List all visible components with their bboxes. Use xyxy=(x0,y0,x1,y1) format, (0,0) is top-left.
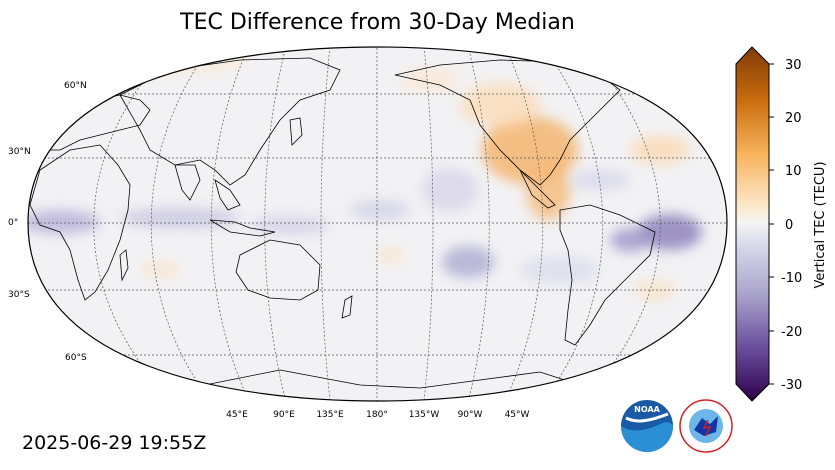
cbar-tick-10: 10 xyxy=(785,164,802,179)
lat-label-0: 0° xyxy=(8,218,18,228)
noaa-logo-text: NOAA xyxy=(634,405,660,414)
lon-label-90e: 90°E xyxy=(273,410,295,420)
cbar-tick-neg30: -30 xyxy=(781,378,802,393)
cbar-tick-0: 0 xyxy=(785,218,793,233)
agency-logos: NOAA xyxy=(621,399,733,453)
cbar-tick-20: 20 xyxy=(785,111,802,126)
cbar-tick-30: 30 xyxy=(785,58,802,73)
cbar-tick-neg20: -20 xyxy=(781,325,802,340)
noaa-logo: NOAA xyxy=(621,400,673,452)
lat-label-60s: 60°S xyxy=(65,353,87,363)
map-field xyxy=(28,47,727,401)
lon-label-135w: 135°W xyxy=(409,410,440,420)
lat-label-30s: 30°S xyxy=(8,290,30,300)
map-title: TEC Difference from 30-Day Median xyxy=(180,10,575,35)
timestamp: 2025-06-29 19:55Z xyxy=(22,432,207,454)
cbar-tick-neg10: -10 xyxy=(781,271,802,286)
graticule xyxy=(28,47,727,401)
lon-label-45e: 45°E xyxy=(226,410,248,420)
colorbar-label: Vertical TEC (TECU) xyxy=(813,161,828,288)
map-boundary xyxy=(27,46,728,402)
latitude-labels: 60°N 30°N 0° 30°S 60°S xyxy=(8,81,87,363)
lat-label-60n: 60°N xyxy=(64,81,87,91)
lat-label-30n: 30°N xyxy=(8,147,31,157)
lon-label-45w: 45°W xyxy=(505,410,530,420)
colorbar: 30 20 10 0 -10 -20 -30 Vertical TEC (TEC… xyxy=(735,46,828,402)
nws-logo xyxy=(679,399,733,453)
lon-label-90w: 90°W xyxy=(458,410,483,420)
longitude-labels: 45°E 90°E 135°E 180° 135°W 90°W 45°W xyxy=(226,410,529,420)
lon-label-180: 180° xyxy=(366,410,388,420)
lon-label-135e: 135°E xyxy=(316,410,344,420)
